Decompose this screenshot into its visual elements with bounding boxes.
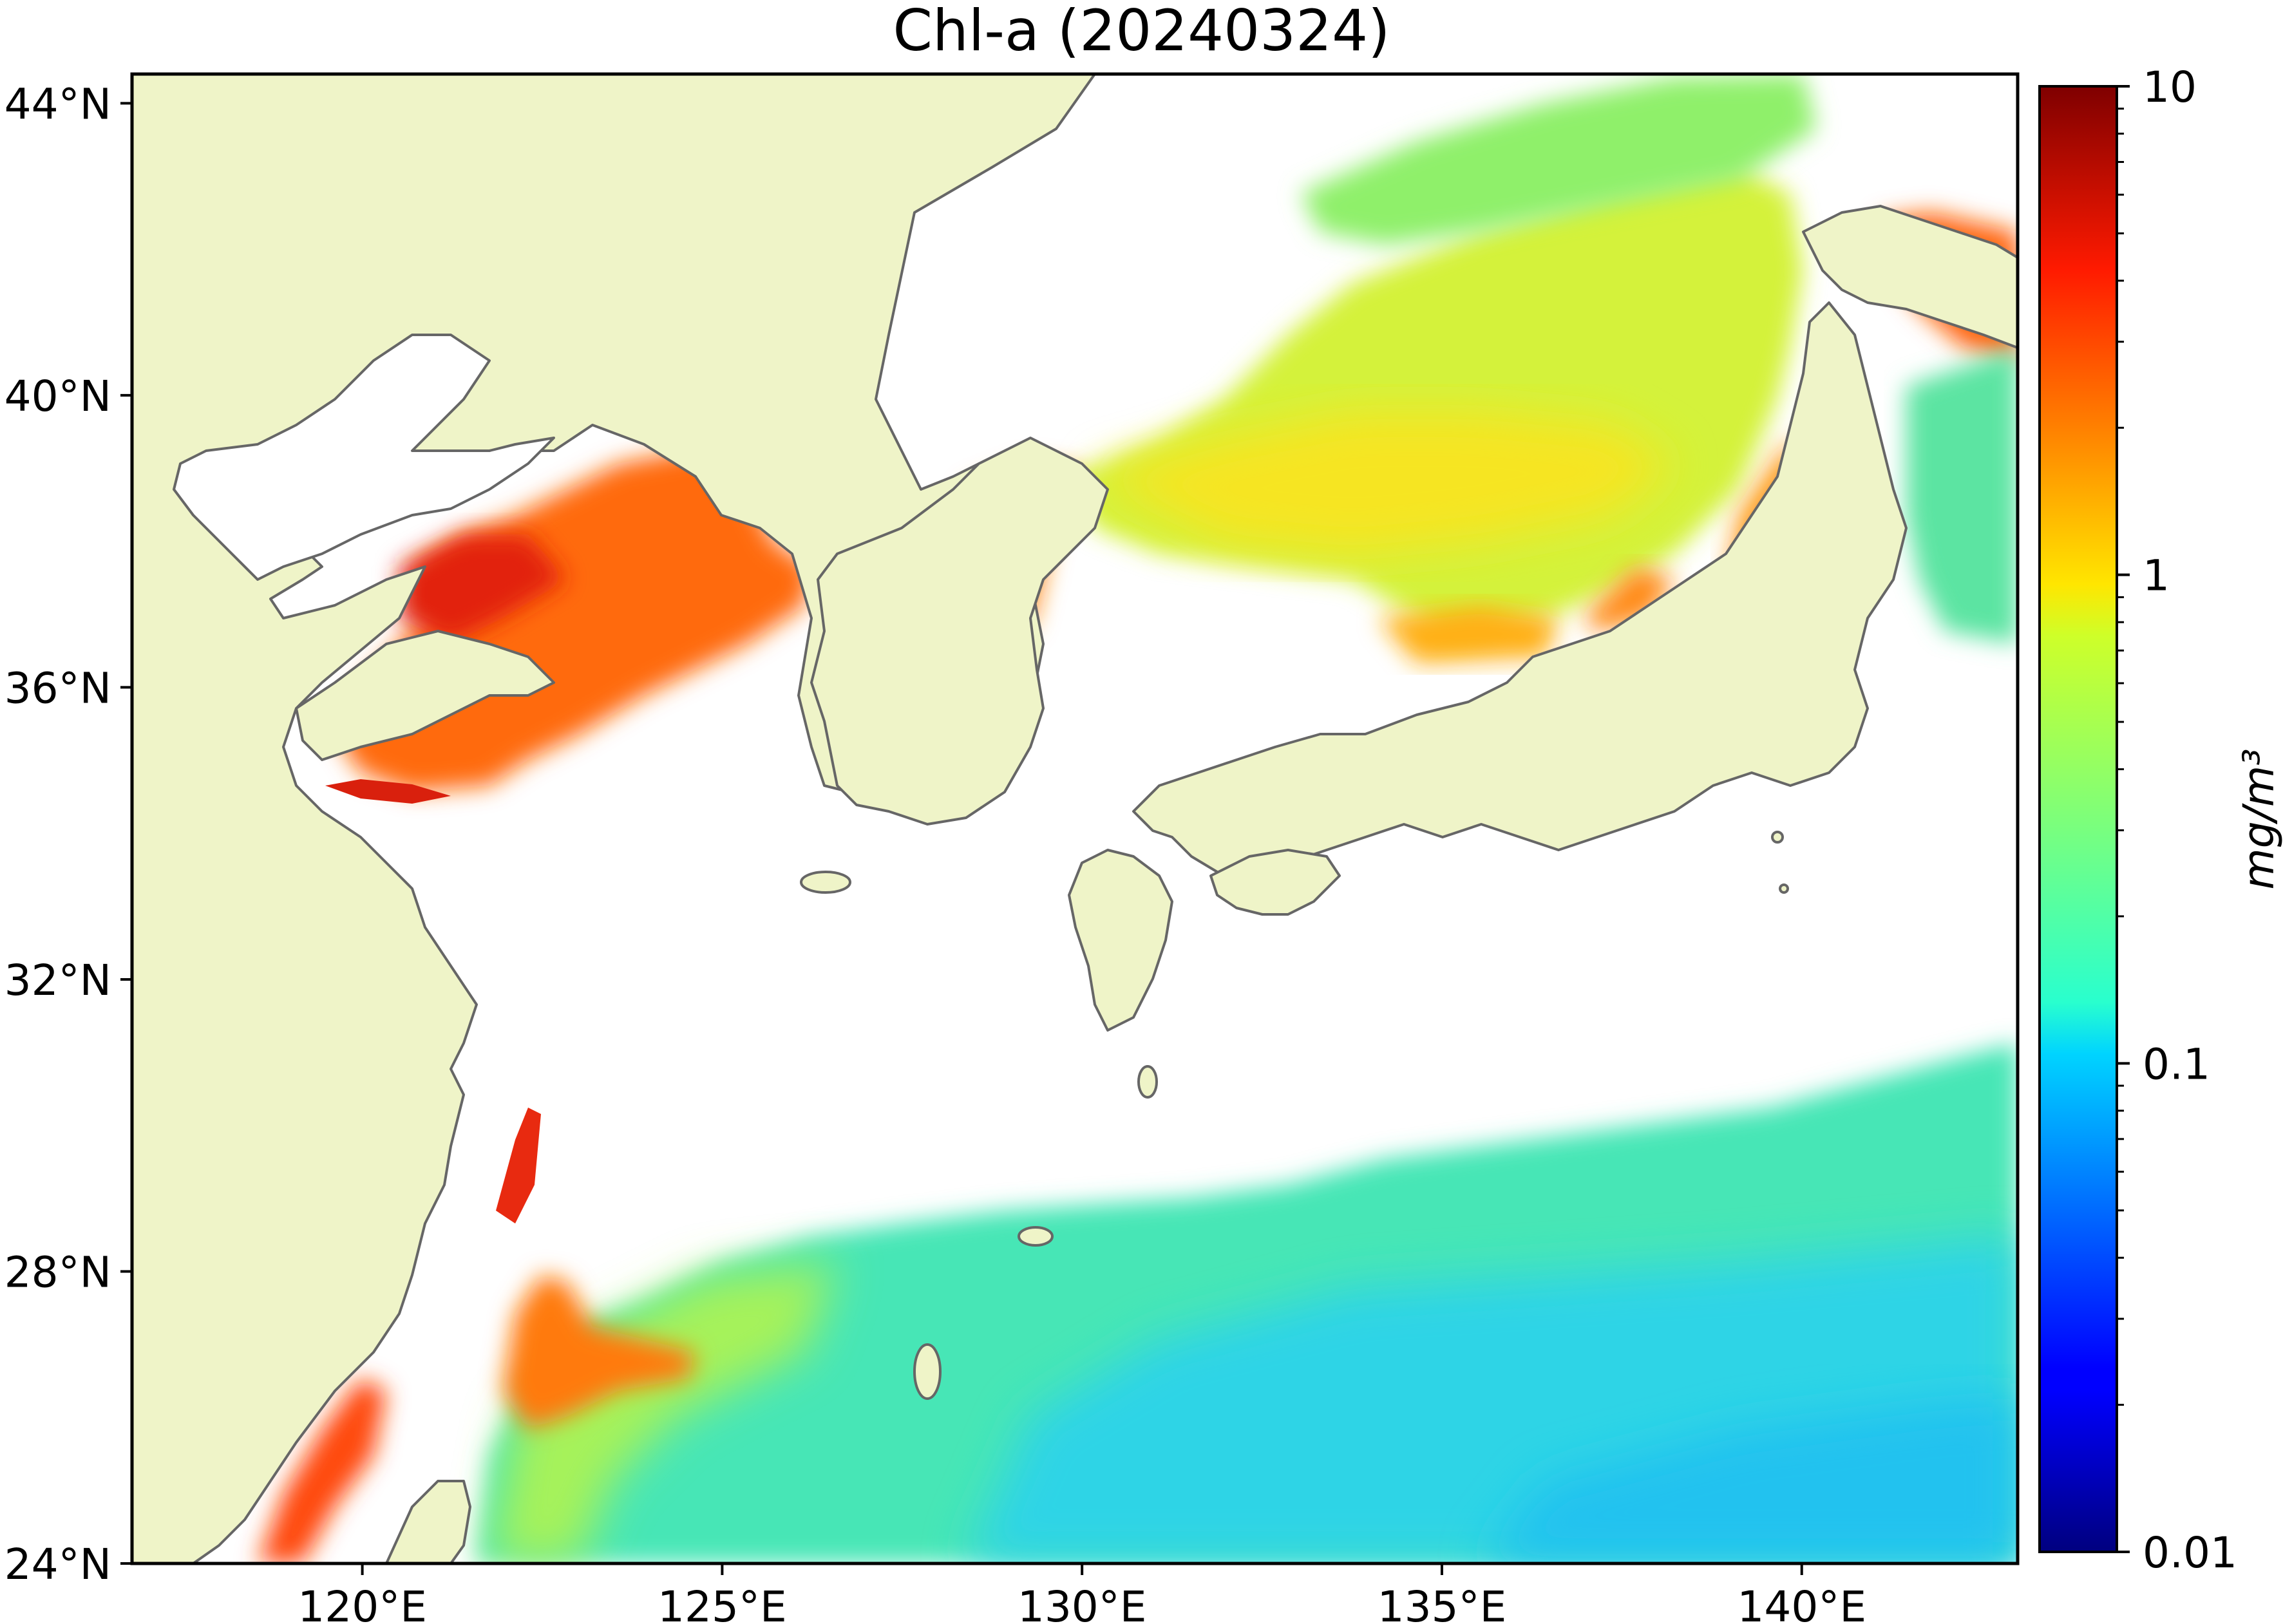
- map-frame: [130, 72, 2020, 1565]
- land-shandong: [295, 630, 555, 761]
- chl-field-pacific-east: [1906, 348, 2018, 644]
- y-tick-label: 28°N: [5, 1247, 111, 1297]
- land: [132, 74, 2018, 1563]
- land-shikoku: [1209, 849, 1341, 916]
- bohai-sea-water: [173, 334, 555, 581]
- chl-field-ecs-orange: [502, 1275, 696, 1430]
- chl-field-noto: [1584, 567, 1674, 631]
- chl-field-sea-of-japan-yellow: [1095, 412, 1674, 554]
- land-jeju: [800, 871, 851, 894]
- map-panel: [132, 74, 2018, 1563]
- colorbar-tick-label: 10: [2143, 62, 2197, 112]
- colorbar-tick-label: 0.1: [2143, 1039, 2210, 1089]
- chl-field-jiangsu-red: [325, 779, 451, 804]
- land-korea: [810, 437, 1109, 826]
- colorbar-unit-label: mg/m³: [2234, 748, 2283, 889]
- chlorophyll-field: [258, 74, 2018, 1563]
- y-axis: 44°N 40°N 36°N 32°N 28°N 24°N: [5, 79, 132, 1589]
- colorbar-tick-label: 0.01: [2143, 1528, 2237, 1578]
- land-okinawa: [913, 1343, 942, 1400]
- x-tick-label: 140°E: [1737, 1582, 1866, 1624]
- y-tick-label: 24°N: [5, 1540, 111, 1589]
- y-tick-label: 44°N: [5, 79, 111, 129]
- y-tick-label: 40°N: [5, 372, 111, 421]
- chl-field-zhejiang: [496, 1108, 541, 1223]
- colorbar: 10 1 0.1 0.01 mg/m³: [2038, 62, 2283, 1578]
- colorbar-tick-label: 1: [2143, 551, 2170, 601]
- x-tick-label: 120°E: [298, 1582, 427, 1624]
- land-tanegashima: [1137, 1065, 1158, 1099]
- x-tick-label: 130°E: [1018, 1582, 1147, 1624]
- land-izu-island: [1779, 883, 1789, 894]
- land-izu-island: [1771, 831, 1784, 844]
- land-amami: [1018, 1226, 1054, 1247]
- colorbar-gradient: [2038, 85, 2118, 1553]
- chl-field-south-green: [489, 1262, 837, 1563]
- land-hokkaido: [1802, 205, 2018, 349]
- chl-field-korea-strait: [1378, 605, 1558, 663]
- x-tick-label: 125°E: [658, 1582, 787, 1624]
- chl-field-bohai-red: [399, 534, 567, 644]
- land-kyushu: [1068, 849, 1173, 1032]
- map-title: Chl-a (20240324): [893, 0, 1390, 64]
- chl-field-south-blue: [1481, 1397, 2018, 1563]
- chl-field-taiwan-west: [258, 1378, 386, 1563]
- colorbar-ticks: 10 1 0.1 0.01: [2117, 62, 2237, 1578]
- y-tick-label: 32°N: [5, 956, 111, 1005]
- land-taiwan: [385, 1480, 471, 1563]
- y-tick-label: 36°N: [5, 663, 111, 713]
- x-axis: 120°E 125°E 130°E 135°E 140°E: [298, 1563, 1866, 1624]
- chl-field-north-green: [1301, 74, 1816, 245]
- x-tick-label: 135°E: [1378, 1582, 1507, 1624]
